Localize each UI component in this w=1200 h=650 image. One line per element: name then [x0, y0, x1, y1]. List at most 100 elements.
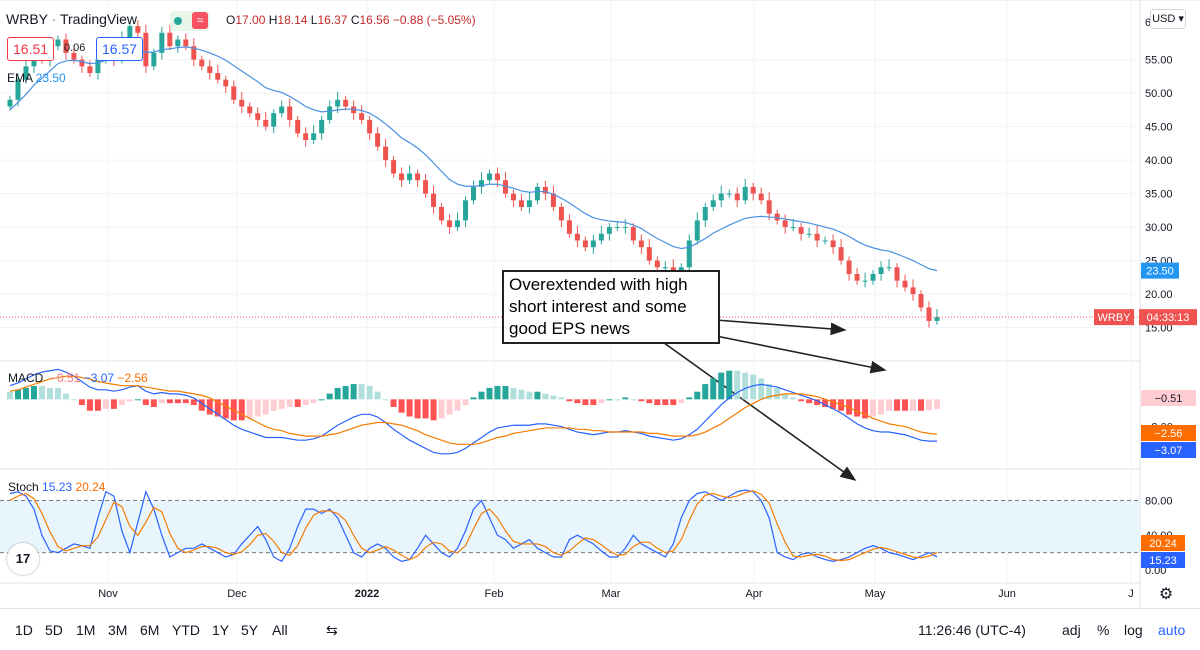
macd-label: MACD: [8, 371, 44, 385]
annotation-arrow: [715, 319, 847, 336]
macd-histogram-bar: [726, 370, 733, 400]
stoch-k-badge: 15.23: [1149, 555, 1177, 567]
price-tick-label: 55.00: [1145, 55, 1173, 67]
range-button-5d[interactable]: 5D: [45, 622, 63, 638]
bottom-toolbar: 1D 5D 1M 3M 6M YTD 1Y 5Y All ⇆ 11:26:46 (UTC-4) …: [0, 608, 1200, 650]
macd-histogram-bar: [758, 378, 765, 400]
ohlc-item: L16.37: [310, 13, 351, 27]
wave-icon: ≈: [192, 12, 208, 29]
macd-histogram-bar: [750, 374, 757, 400]
candle-body: [766, 200, 772, 214]
macd-histogram-bar: [830, 399, 837, 409]
macd-histogram-bar: [206, 399, 213, 415]
candle-body: [598, 233, 604, 241]
time-tick-label: Jun: [998, 588, 1016, 600]
macd-histogram-bar: [606, 399, 613, 401]
compare-date-range-icon[interactable]: ⇆: [326, 622, 338, 638]
macd-histogram-bar: [134, 399, 141, 401]
ema-legend[interactable]: EMA 23.50: [7, 71, 66, 85]
candle-body: [566, 220, 572, 234]
range-button-6m[interactable]: 6M: [140, 622, 160, 638]
candle-body: [542, 186, 548, 194]
clock-readout[interactable]: 11:26:46 (UTC-4): [918, 622, 1026, 638]
range-button-1d[interactable]: 1D: [15, 622, 33, 638]
macd-histogram-bar: [326, 393, 333, 400]
candle-body: [534, 186, 540, 201]
candle-body: [830, 240, 836, 248]
candle-body: [295, 119, 301, 134]
macd-histogram-bar: [654, 399, 661, 406]
macd-legend[interactable]: MACD −0.51 −3.07 −2.56: [8, 371, 148, 385]
macd-histogram-bar: [774, 387, 781, 400]
range-button-5y[interactable]: 5Y: [241, 622, 259, 638]
candle-body: [455, 220, 461, 228]
candle-body: [351, 106, 357, 114]
candle-body: [574, 233, 580, 241]
macd-histogram-bar: [406, 399, 413, 417]
macd-histogram-bar: [86, 399, 93, 411]
macd-histogram-bar: [358, 384, 365, 400]
annotation-callout[interactable]: Overextended with high short interest an…: [502, 270, 720, 344]
macd-histogram-bar: [870, 399, 877, 417]
percent-toggle[interactable]: %: [1097, 622, 1110, 638]
candle-body: [191, 46, 197, 60]
macd-histogram-bar: [686, 397, 693, 400]
price-tick-label: 50.00: [1145, 88, 1173, 100]
candle-body: [934, 317, 940, 321]
candle-body: [726, 193, 732, 195]
candle-body: [910, 287, 916, 295]
currency-label: USD: [1152, 13, 1176, 25]
log-toggle[interactable]: log: [1124, 622, 1143, 638]
ohlc-item: H18.14: [268, 13, 311, 27]
price-tick-label: 40.00: [1145, 155, 1173, 167]
macd-histogram-bar: [934, 399, 940, 410]
candle-body: [471, 186, 476, 201]
macd-histogram-bar: [462, 399, 469, 406]
macd-histogram-bar: [534, 391, 541, 400]
ema-label: EMA: [7, 71, 33, 85]
adj-toggle[interactable]: adj: [1062, 622, 1081, 638]
range-button-1m[interactable]: 1M: [76, 622, 96, 638]
stoch-legend[interactable]: Stoch 15.23 20.24: [8, 480, 105, 494]
range-button-ytd[interactable]: YTD: [172, 622, 200, 638]
candle-body: [255, 113, 261, 120]
time-tick-label: Nov: [98, 588, 118, 600]
auto-toggle[interactable]: auto: [1158, 622, 1186, 638]
macd-hist-value: −0.51: [50, 371, 81, 385]
range-button-1y[interactable]: 1Y: [212, 622, 230, 638]
ask-price-button[interactable]: 16.57: [96, 37, 144, 61]
candle-body: [287, 106, 293, 120]
macd-histogram-bar: [446, 399, 453, 415]
candle-body: [622, 227, 628, 229]
symbol-title[interactable]: WRBY · TradingView: [6, 11, 137, 27]
stoch-k-badge-bg: [1141, 552, 1185, 568]
candle-body: [207, 66, 213, 73]
candle-body: [526, 200, 532, 207]
macd-histogram-bar: [190, 399, 197, 406]
range-button-all[interactable]: All: [272, 622, 288, 638]
macd-hist-badge: −0.51: [1155, 393, 1183, 405]
candle-body: [518, 200, 524, 207]
ohlc-item: O17.00: [226, 13, 269, 27]
macd-histogram-bar: [918, 399, 925, 411]
market-status-badge[interactable]: ≈: [170, 11, 210, 31]
candle-body: [223, 79, 229, 87]
macd-histogram-bar: [902, 399, 909, 411]
candle-body: [55, 39, 61, 47]
candle-body: [486, 173, 492, 181]
macd-histogram-bar: [46, 387, 53, 400]
range-button-3m[interactable]: 3M: [108, 622, 128, 638]
candle-body: [694, 220, 700, 241]
candle-body: [431, 193, 437, 207]
macd-histogram-bar: [814, 399, 821, 406]
candle-body: [23, 66, 29, 80]
candle-body: [135, 26, 141, 33]
bid-price-button[interactable]: 16.51: [7, 37, 55, 61]
currency-select[interactable]: USD ▾: [1150, 9, 1186, 29]
time-tick-label: 2022: [355, 588, 379, 600]
macd-histogram-bar: [670, 399, 677, 406]
macd-histogram-bar: [910, 399, 917, 411]
macd-histogram-bar: [278, 399, 285, 409]
macd-histogram-bar: [438, 399, 445, 419]
